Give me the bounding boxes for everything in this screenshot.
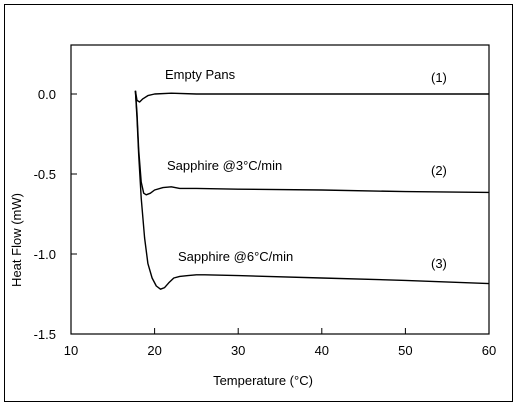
x-tick-label: 50 [398, 343, 412, 358]
x-axis-ticks: 10 20 30 40 50 60 [64, 328, 496, 358]
x-tick-label: 30 [231, 343, 245, 358]
series-number-1: (1) [431, 70, 447, 85]
series-lines [134, 90, 490, 290]
y-tick-label: 0.0 [38, 87, 56, 102]
x-tick-label: 60 [482, 343, 496, 358]
x-tick-label: 20 [147, 343, 161, 358]
x-axis-label: Temperature (°C) [213, 373, 313, 388]
plot-area-border [70, 44, 490, 335]
series-line-3 [134, 90, 490, 290]
x-tick-label: 40 [315, 343, 329, 358]
series-label-2: Sapphire @3°C/min [167, 158, 282, 173]
y-axis-label: Heat Flow (mW) [9, 193, 24, 287]
chart-frame [4, 4, 513, 402]
y-axis-ticks: 0.0 -0.5 -1.0 -1.5 [34, 87, 77, 342]
series-line-1 [134, 90, 489, 103]
series-number-2: (2) [431, 163, 447, 178]
series-label-1: Empty Pans [165, 67, 236, 82]
series-label-3: Sapphire @6°C/min [178, 249, 293, 264]
y-tick-label: -1.0 [34, 247, 56, 262]
x-tick-label: 10 [64, 343, 78, 358]
y-tick-label: -0.5 [34, 167, 56, 182]
series-line-2 [134, 90, 490, 196]
series-number-3: (3) [431, 256, 447, 271]
y-tick-label: -1.5 [34, 327, 56, 342]
series-labels: Empty Pans (1) Sapphire @3°C/min (2) Sapphir… [165, 67, 447, 271]
